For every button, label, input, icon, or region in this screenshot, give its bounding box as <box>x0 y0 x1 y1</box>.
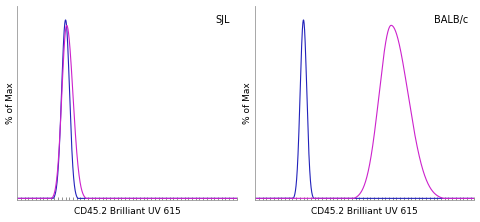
Y-axis label: % of Max: % of Max <box>6 82 14 124</box>
X-axis label: CD45.2 Brilliant UV 615: CD45.2 Brilliant UV 615 <box>73 207 180 216</box>
Y-axis label: % of Max: % of Max <box>243 82 252 124</box>
X-axis label: CD45.2 Brilliant UV 615: CD45.2 Brilliant UV 615 <box>312 207 418 216</box>
Text: SJL: SJL <box>216 15 230 25</box>
Text: BALB/c: BALB/c <box>433 15 468 25</box>
